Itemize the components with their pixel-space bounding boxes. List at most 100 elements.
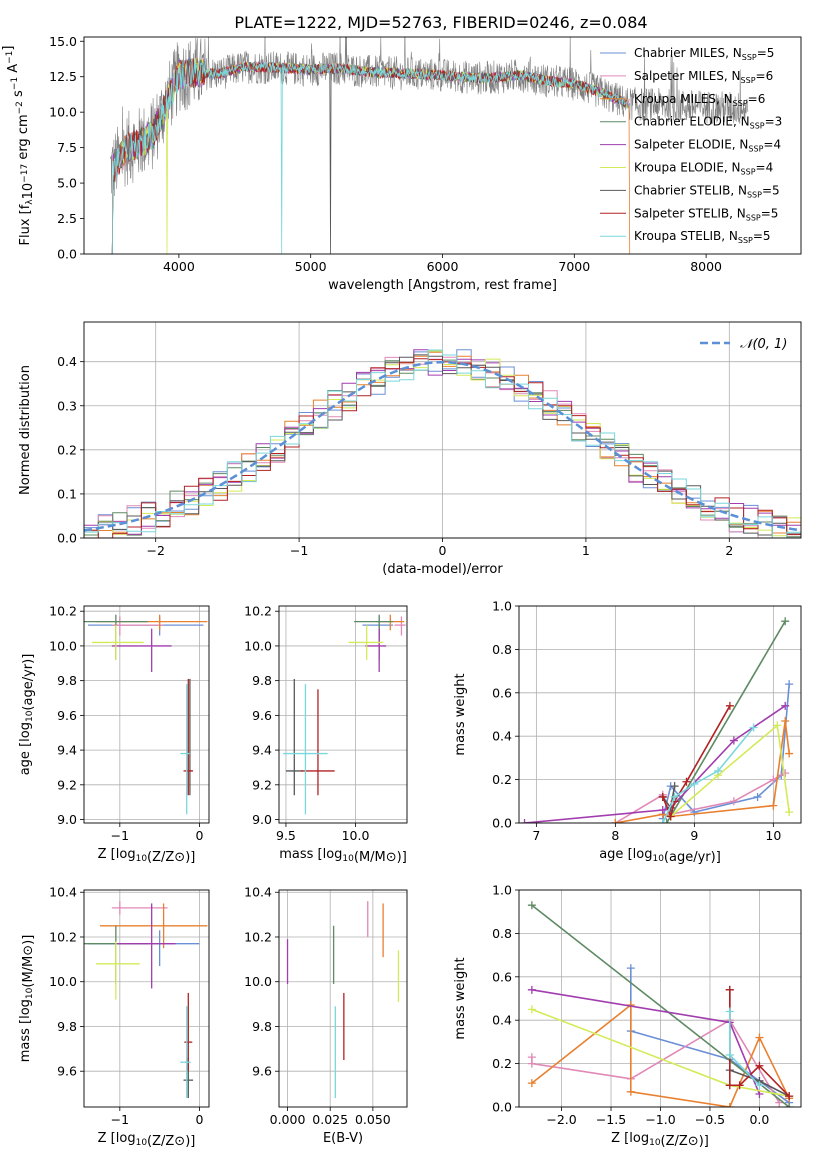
axes-frame	[518, 889, 802, 1108]
x-tick-label: −1.5	[596, 1112, 626, 1127]
x-tick-label: −1	[290, 543, 308, 558]
y-axis-label: mass weight	[453, 673, 468, 755]
y-axis-label: mass [log10(M/M⊙)]	[18, 935, 36, 1063]
x-axis-label: age [log10(age/yr)]	[599, 847, 721, 865]
plot-area	[84, 349, 801, 538]
y-tick-label: 9.0	[57, 812, 77, 827]
mass-weight-point-kroupa-miles	[626, 1087, 635, 1096]
mass-weight-point-salpeter-stelib	[658, 792, 667, 801]
y-axis-label: Normed distribution	[18, 365, 33, 495]
x-tick-label: −0.5	[695, 1112, 725, 1127]
y-tick-label: 9.0	[252, 812, 272, 827]
normal-distribution-curve	[84, 360, 801, 532]
mass-weight-line-salpeter-elodie	[524, 705, 786, 823]
x-axis-label: Z [log10(Z/Z⊙)]	[98, 847, 196, 865]
x-axis-label: Z [log10(Z/Z⊙)]	[98, 1131, 196, 1149]
mass-weight-point-kroupa-miles	[611, 819, 620, 823]
x-tick-label: 9.5	[276, 828, 296, 843]
mass-weight-point-kroupa-miles	[725, 1103, 734, 1107]
y-tick-label: 9.6	[57, 708, 77, 723]
mass-weight-point-salpeter-miles	[781, 769, 790, 778]
y-tick-label: 10.2	[49, 929, 77, 944]
histogram-step-kroupa-stelib	[84, 349, 801, 538]
mass-weight-point-salpeter-miles	[729, 797, 738, 806]
mass-weight-point-chabrier-stelib	[670, 782, 679, 791]
age-vs-mass-panel: 9.5 10.0 9.0 9.2 9.4 9.6 9.8 10.0 10.2 mass [log1…	[244, 604, 408, 865]
x-axis-label: (data-model)/error	[382, 562, 503, 577]
y-tick-label: 0.0	[57, 247, 77, 262]
x-tick-label: −1	[111, 1112, 129, 1127]
y-tick-label: 0.6	[492, 969, 512, 984]
mass-weight-point-chabrier-elodie	[662, 819, 671, 823]
x-tick-label: 2	[725, 543, 733, 558]
x-tick-label: 10.0	[342, 828, 370, 843]
mass-weight-point-kroupa-miles	[785, 749, 794, 758]
axes-frame	[83, 321, 802, 539]
plot-area	[286, 901, 400, 1099]
mass-weight-point-salpeter-stelib	[755, 1061, 764, 1070]
y-tick-label: 10.2	[244, 929, 272, 944]
axes-frame	[83, 605, 210, 824]
y-tick-label: 0.1	[57, 486, 77, 501]
mass-weight-point-kroupa-miles	[755, 1033, 764, 1042]
mass-weight-point-kroupa-elodie	[785, 808, 794, 817]
plot-area	[84, 901, 208, 1099]
x-axis-label: wavelength [Angstrom, rest frame]	[328, 278, 557, 293]
axes-frame	[518, 605, 802, 824]
mass-weight-point-kroupa-elodie	[773, 721, 782, 730]
axes-frame	[83, 36, 802, 255]
legend-entry-chabrier-stelib: Chabrier STELIB, NSSP=5	[634, 183, 780, 199]
x-tick-label: 9	[690, 828, 698, 843]
mass-weight-line-kroupa-miles	[615, 720, 790, 823]
mass-vs-metallicity-panel: −1 0 9.6 9.8 10.0 10.2 10.4 Z [log10(Z/Z⊙)] mass…	[18, 885, 210, 1149]
mass-weight-vs-metallicity-panel: −2.0 −1.5 −1.0 −0.5 0.0 0.0 0.2 0.4 0.6 0.8 1.0 Z […	[453, 883, 802, 1149]
mass-weight-point-salpeter-elodie	[658, 805, 667, 814]
y-tick-label: 15.0	[49, 34, 77, 49]
y-tick-label: 0.0	[492, 816, 512, 831]
x-tick-label: 7	[532, 828, 540, 843]
axes-frame	[278, 605, 408, 824]
x-tick-label: 4000	[163, 259, 195, 274]
mass-weight-point-kroupa-stelib	[749, 723, 758, 732]
y-tick-label: 10.4	[244, 885, 272, 900]
legend-entry-chabrier-miles: Chabrier MILES, NSSP=5	[634, 46, 774, 62]
plot-area	[283, 614, 406, 815]
y-tick-label: 9.8	[57, 1019, 77, 1034]
x-tick-label: 10	[765, 828, 781, 843]
y-tick-label: 12.5	[49, 69, 77, 84]
y-tick-label: 9.6	[252, 1064, 272, 1079]
x-tick-label: 0.000	[270, 1112, 306, 1127]
mass-weight-point-salpeter-elodie	[520, 819, 529, 823]
y-tick-label: 5.0	[57, 176, 77, 191]
mass-weight-point-kroupa-elodie	[527, 1005, 536, 1014]
mass-weight-point-chabrier-elodie	[785, 1103, 794, 1107]
x-axis-label: Z [log10(Z/Z⊙)]	[611, 1131, 709, 1149]
mass-weight-line-salpeter-miles	[614, 772, 786, 823]
y-tick-label: 10.4	[49, 885, 77, 900]
mass-weight-line-salpeter-miles	[531, 1019, 780, 1104]
y-tick-label: 9.4	[252, 743, 272, 758]
x-tick-label: 0	[439, 543, 447, 558]
mass-weight-line-salpeter-elodie	[531, 989, 761, 1095]
mass-weight-point-chabrier-elodie	[527, 901, 536, 910]
x-axis-label: E(B-V)	[323, 1131, 363, 1146]
y-tick-label: 10.2	[244, 604, 272, 619]
y-tick-label: 2.5	[57, 211, 77, 226]
mass-weight-line-kroupa-elodie	[670, 723, 790, 818]
model-spectrum-kroupa-stelib	[110, 59, 628, 254]
x-tick-label: −2	[146, 543, 164, 558]
mass-weight-point-salpeter-stelib	[682, 777, 691, 786]
y-axis-label: mass weight	[453, 957, 468, 1039]
observed-spectrum-line	[110, 37, 749, 197]
x-tick-label: 0.0	[749, 1112, 769, 1127]
x-tick-label: 5000	[295, 259, 327, 274]
y-tick-label: 9.8	[252, 673, 272, 688]
x-tick-label: 8	[611, 828, 619, 843]
x-tick-label: 0	[195, 828, 203, 843]
spectrum-legend: Chabrier MILES, NSSP=5 Salpeter MILES, NS…	[600, 46, 782, 245]
grid-lines	[279, 606, 407, 823]
legend-entry-kroupa-miles: Kroupa MILES, NSSP=6	[634, 92, 765, 108]
grid-lines	[279, 890, 407, 1107]
mass-weight-point-kroupa-miles	[769, 801, 778, 810]
y-axis-label: Flux [fλ10−17 erg cm−2 s−1 A−1]	[1, 46, 36, 246]
